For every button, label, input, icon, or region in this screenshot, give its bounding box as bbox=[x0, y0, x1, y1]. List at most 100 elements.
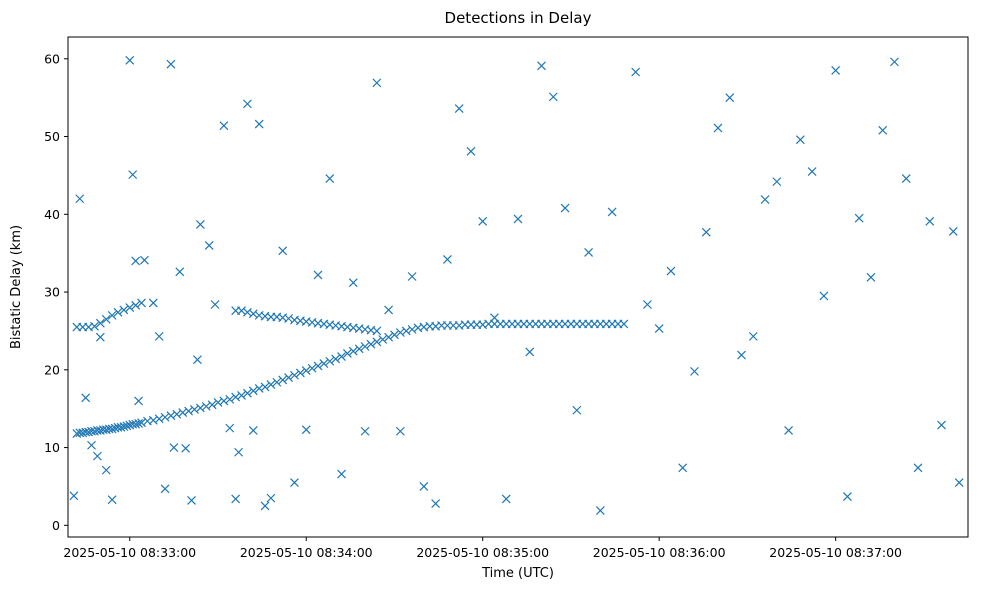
data-point bbox=[160, 484, 170, 494]
data-point bbox=[201, 401, 211, 411]
data-point bbox=[90, 321, 99, 331]
data-point bbox=[366, 339, 376, 349]
y-tick-label: 0 bbox=[52, 518, 60, 533]
data-point bbox=[95, 332, 105, 342]
data-point bbox=[87, 440, 96, 450]
data-point bbox=[154, 331, 164, 341]
y-tick-label: 40 bbox=[44, 207, 60, 222]
data-point bbox=[631, 67, 641, 77]
data-point bbox=[101, 314, 111, 324]
data-point bbox=[101, 465, 111, 475]
data-point bbox=[213, 398, 223, 407]
chart-title: Detections in Delay bbox=[445, 9, 592, 27]
data-point bbox=[131, 256, 141, 266]
data-point bbox=[231, 494, 241, 504]
data-point bbox=[748, 331, 758, 341]
data-point bbox=[260, 501, 270, 511]
data-point bbox=[807, 167, 817, 176]
data-point bbox=[478, 216, 488, 226]
data-point bbox=[619, 319, 629, 329]
data-point bbox=[513, 214, 523, 224]
data-point bbox=[372, 78, 382, 88]
data-point bbox=[231, 392, 241, 402]
data-point bbox=[701, 227, 711, 237]
data-point bbox=[172, 409, 182, 419]
data-points bbox=[69, 55, 964, 515]
data-point bbox=[525, 347, 535, 357]
data-point bbox=[290, 370, 299, 380]
data-point bbox=[666, 266, 676, 276]
data-point bbox=[154, 414, 164, 424]
data-point bbox=[69, 491, 79, 501]
data-point bbox=[134, 396, 144, 406]
data-point bbox=[225, 394, 235, 404]
data-point bbox=[584, 247, 594, 257]
data-point bbox=[207, 400, 217, 410]
data-point bbox=[237, 306, 246, 316]
data-point bbox=[148, 415, 158, 425]
data-point bbox=[866, 272, 876, 282]
data-point bbox=[160, 412, 170, 422]
data-point bbox=[75, 194, 85, 204]
data-point bbox=[572, 405, 582, 415]
data-point bbox=[175, 267, 185, 277]
data-point bbox=[181, 443, 191, 453]
data-point bbox=[772, 177, 782, 187]
y-tick-label: 20 bbox=[44, 362, 60, 377]
data-point bbox=[195, 403, 205, 413]
data-point bbox=[466, 146, 476, 156]
data-point bbox=[81, 393, 91, 403]
data-point bbox=[184, 406, 194, 416]
data-point bbox=[372, 337, 382, 347]
data-point bbox=[654, 324, 664, 334]
data-point bbox=[272, 377, 282, 387]
data-point bbox=[295, 368, 305, 378]
data-point bbox=[925, 216, 935, 226]
data-point bbox=[819, 291, 829, 301]
data-point bbox=[260, 382, 270, 392]
data-point bbox=[901, 174, 911, 183]
x-tick-label: 2025-05-10 08:34:00 bbox=[240, 545, 373, 560]
data-point bbox=[134, 419, 144, 428]
data-point bbox=[642, 300, 652, 309]
data-point bbox=[284, 314, 294, 323]
x-tick-label: 2025-05-10 08:35:00 bbox=[416, 545, 549, 560]
data-point bbox=[234, 447, 244, 457]
data-point bbox=[325, 174, 335, 183]
x-axis-label: Time (UTC) bbox=[481, 566, 554, 581]
data-point bbox=[290, 478, 299, 487]
data-point bbox=[937, 420, 946, 430]
data-point bbox=[107, 495, 117, 505]
data-point bbox=[266, 493, 276, 503]
data-point bbox=[760, 195, 770, 204]
data-point bbox=[854, 213, 864, 223]
data-point bbox=[266, 380, 276, 390]
data-point bbox=[878, 125, 888, 135]
data-point bbox=[195, 219, 205, 229]
data-point bbox=[395, 426, 405, 436]
data-point bbox=[219, 121, 229, 131]
data-point bbox=[242, 388, 252, 398]
data-point bbox=[125, 55, 135, 65]
data-point bbox=[348, 346, 358, 356]
data-point bbox=[284, 373, 294, 383]
data-point bbox=[137, 298, 146, 308]
data-point bbox=[140, 255, 149, 265]
x-tick-label: 2025-05-10 08:33:00 bbox=[63, 545, 196, 560]
y-tick-label: 60 bbox=[44, 51, 60, 66]
data-point bbox=[313, 361, 323, 371]
data-point bbox=[490, 313, 499, 323]
data-point bbox=[454, 104, 464, 113]
data-point bbox=[337, 352, 346, 362]
data-point bbox=[113, 307, 123, 317]
data-point bbox=[119, 422, 129, 432]
data-point bbox=[131, 300, 141, 310]
data-point bbox=[137, 418, 146, 428]
data-point bbox=[166, 59, 176, 69]
data-point bbox=[795, 135, 805, 145]
data-point bbox=[401, 326, 411, 336]
data-point bbox=[319, 359, 329, 369]
data-point bbox=[378, 335, 388, 344]
data-point bbox=[607, 207, 617, 217]
y-axis-label: Bistatic Delay (km) bbox=[9, 225, 24, 349]
